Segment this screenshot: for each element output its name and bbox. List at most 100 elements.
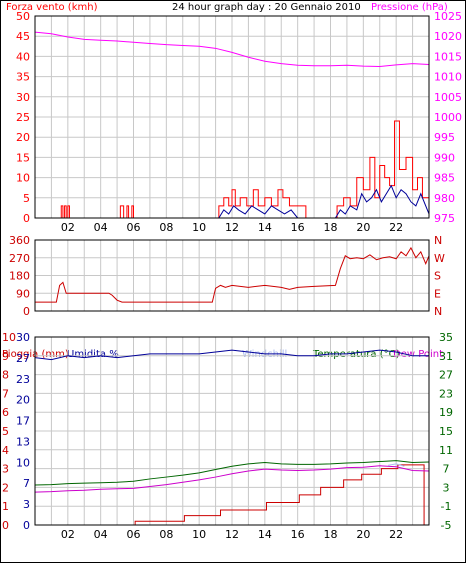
x-tick-label: 16 xyxy=(291,221,305,234)
rain-series xyxy=(35,464,425,526)
pressure-axis-label: Pressione (hPa) xyxy=(371,2,448,13)
wind-tick-label: 45 xyxy=(16,30,30,43)
pressure-tick-label: 1005 xyxy=(434,91,462,104)
pressure-tick-label: 1000 xyxy=(434,111,462,124)
wind-tick-label: 5 xyxy=(23,192,30,205)
direction-tick-label: 0 xyxy=(23,305,30,318)
wind-tick-label: 40 xyxy=(16,50,30,63)
temperature-series xyxy=(34,460,430,486)
wind-tick-label: 15 xyxy=(16,151,30,164)
humidity-tick-label: 7 xyxy=(23,477,30,490)
rain-tick-label: 0 xyxy=(2,519,9,532)
temperature-tick-label: -1 xyxy=(441,500,452,513)
rain-tick-label: 1 xyxy=(2,500,9,513)
x-tick-label: 20 xyxy=(356,221,370,234)
wind-average-series xyxy=(35,184,430,219)
x-tick-label: 10 xyxy=(192,528,206,541)
climate-frame xyxy=(34,336,430,526)
wind-pressure-frame xyxy=(34,15,430,219)
chart-title: 24 hour graph day : 20 Gennaio 2010 xyxy=(172,2,361,13)
direction-tick-label: 90 xyxy=(16,287,30,300)
x-tick-label: 18 xyxy=(324,221,338,234)
humidity-tick-label: 23 xyxy=(16,373,30,386)
rain-tick-label: 10 xyxy=(2,331,16,344)
x-tick-label: 04 xyxy=(94,221,108,234)
humidity-tick-label: 10 xyxy=(16,456,30,469)
x-tick-label: 06 xyxy=(127,528,141,541)
temperature-tick-label: 19 xyxy=(439,406,453,419)
pressure-tick-label: 990 xyxy=(434,151,455,164)
rain-tick-label: 5 xyxy=(2,425,9,438)
pressure-tick-label: 1010 xyxy=(434,71,462,84)
wind-tick-label: 35 xyxy=(16,71,30,84)
pressure-tick-label: 995 xyxy=(434,131,455,144)
series-layer xyxy=(34,31,430,526)
rain-tick-label: 3 xyxy=(2,463,9,476)
x-tick-label: 02 xyxy=(61,221,75,234)
wind-axis-label: Forza vento (kmh) xyxy=(6,2,98,13)
x-tick-label: 20 xyxy=(356,528,370,541)
temperature-tick-label: 23 xyxy=(439,387,453,400)
rain-tick-label: 6 xyxy=(2,406,9,419)
temperature-label: Temperatura (°C) xyxy=(312,349,400,360)
x-tick-label: 12 xyxy=(225,221,239,234)
humidity-tick-label: 0 xyxy=(23,519,30,532)
x-tick-label: 16 xyxy=(291,528,305,541)
pressure-series xyxy=(34,31,430,68)
pressure-tick-label: 1025 xyxy=(434,10,462,23)
wind-tick-label: 25 xyxy=(16,111,30,124)
direction-tick-label: 360 xyxy=(9,234,30,247)
pressure-tick-label: 1020 xyxy=(434,30,462,43)
temperature-tick-label: 15 xyxy=(439,425,453,438)
rain-tick-label: 8 xyxy=(2,369,9,382)
temperature-tick-label: 7 xyxy=(443,463,450,476)
rain-tick-label: 7 xyxy=(2,387,9,400)
temperature-tick-label: 11 xyxy=(439,444,453,457)
pressure-tick-label: 975 xyxy=(434,212,455,225)
dewpoint-label: Dew Point xyxy=(393,349,443,360)
pressure-tick-label: 1015 xyxy=(434,50,462,63)
direction-frame xyxy=(34,239,430,312)
x-tick-label: 08 xyxy=(159,221,173,234)
temperature-tick-label: 3 xyxy=(443,481,450,494)
x-tick-label: 22 xyxy=(389,528,403,541)
dewpoint-series xyxy=(34,465,430,493)
wind-tick-label: 50 xyxy=(16,10,30,23)
pressure-tick-label: 985 xyxy=(434,172,455,185)
humidity-tick-label: 13 xyxy=(16,435,30,448)
humidity-tick-label: 27 xyxy=(16,352,30,365)
humidity-tick-label: 17 xyxy=(16,415,30,428)
direction-tick-label: 180 xyxy=(9,270,30,283)
rain-tick-label: 9 xyxy=(2,350,9,363)
humidity-series xyxy=(34,349,429,361)
rain-tick-label: 4 xyxy=(2,444,9,457)
grid-layer xyxy=(35,16,429,525)
x-tick-label: 18 xyxy=(324,528,338,541)
rain-tick-label: 2 xyxy=(2,481,9,494)
x-tick-label: 12 xyxy=(225,528,239,541)
x-tick-label: 14 xyxy=(258,528,272,541)
x-tick-label: 04 xyxy=(94,528,108,541)
compass-tick-label: N xyxy=(434,234,442,247)
x-tick-label: 02 xyxy=(61,528,75,541)
x-tick-label: 06 xyxy=(127,221,141,234)
temperature-tick-label: -5 xyxy=(441,519,452,532)
pressure-tick-label: 980 xyxy=(434,192,455,205)
x-tick-label: 10 xyxy=(192,221,206,234)
x-tick-label: 08 xyxy=(159,528,173,541)
humidity-tick-label: 30 xyxy=(16,331,30,344)
x-tick-label: 14 xyxy=(258,221,272,234)
windchill-series xyxy=(387,463,405,467)
wind-direction-series xyxy=(35,246,430,303)
compass-tick-label: S xyxy=(434,270,441,283)
wind-tick-label: 30 xyxy=(16,91,30,104)
wind-tick-label: 20 xyxy=(16,131,30,144)
temperature-tick-label: 27 xyxy=(439,369,453,382)
plot-frames xyxy=(34,15,430,526)
direction-tick-label: 270 xyxy=(9,252,30,265)
wind-tick-label: 10 xyxy=(16,172,30,185)
wind-gust-series xyxy=(35,120,430,219)
